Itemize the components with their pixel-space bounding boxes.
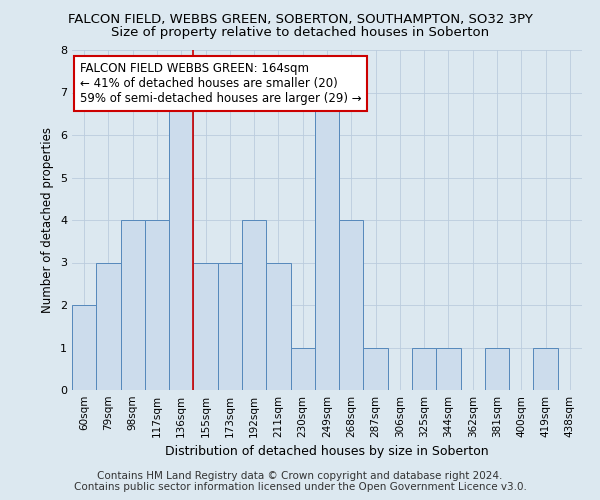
Text: FALCON FIELD, WEBBS GREEN, SOBERTON, SOUTHAMPTON, SO32 3PY: FALCON FIELD, WEBBS GREEN, SOBERTON, SOU… bbox=[68, 12, 532, 26]
Bar bbox=[193, 262, 218, 390]
Bar bbox=[145, 220, 169, 390]
Bar bbox=[485, 348, 509, 390]
Bar bbox=[533, 348, 558, 390]
Bar bbox=[412, 348, 436, 390]
Bar bbox=[242, 220, 266, 390]
Bar bbox=[218, 262, 242, 390]
Bar bbox=[364, 348, 388, 390]
Bar bbox=[96, 262, 121, 390]
Bar bbox=[436, 348, 461, 390]
Bar bbox=[121, 220, 145, 390]
Bar bbox=[72, 305, 96, 390]
Text: FALCON FIELD WEBBS GREEN: 164sqm
← 41% of detached houses are smaller (20)
59% o: FALCON FIELD WEBBS GREEN: 164sqm ← 41% o… bbox=[80, 62, 361, 105]
Bar bbox=[315, 92, 339, 390]
Bar bbox=[339, 220, 364, 390]
Bar bbox=[266, 262, 290, 390]
Text: Size of property relative to detached houses in Soberton: Size of property relative to detached ho… bbox=[111, 26, 489, 39]
X-axis label: Distribution of detached houses by size in Soberton: Distribution of detached houses by size … bbox=[165, 446, 489, 458]
Bar bbox=[169, 92, 193, 390]
Text: Contains HM Land Registry data © Crown copyright and database right 2024.
Contai: Contains HM Land Registry data © Crown c… bbox=[74, 471, 526, 492]
Y-axis label: Number of detached properties: Number of detached properties bbox=[41, 127, 55, 313]
Bar bbox=[290, 348, 315, 390]
